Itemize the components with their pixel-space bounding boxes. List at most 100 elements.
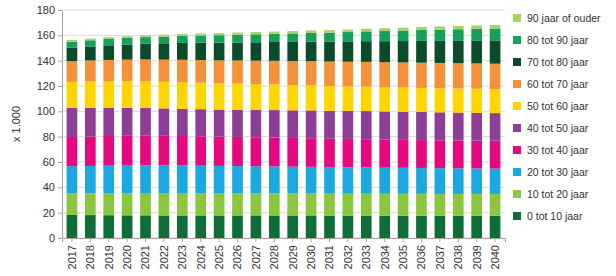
bar-segment	[122, 44, 133, 59]
bar-segment	[269, 42, 280, 61]
bar-segment	[85, 40, 96, 46]
tick-label: 2018	[84, 245, 96, 269]
tick-label: 80	[43, 131, 55, 143]
bar-segment	[306, 138, 317, 167]
tick-label: 140	[37, 55, 55, 67]
tick-mark	[58, 238, 62, 239]
tick-label: 2035	[397, 245, 409, 269]
tick-mark	[90, 238, 91, 242]
series	[67, 25, 501, 42]
bar-segment	[232, 193, 243, 215]
bar-segment	[416, 168, 427, 194]
bar-segment	[67, 166, 78, 193]
bar-segment	[361, 41, 372, 62]
tick-mark	[403, 238, 404, 242]
tick-mark	[182, 238, 183, 242]
bar-segment	[306, 167, 317, 194]
tick: 180	[37, 4, 62, 16]
legend-swatch	[513, 190, 521, 198]
bar-segment	[103, 39, 114, 45]
tick: 2019	[103, 238, 115, 269]
tick: 2036	[415, 238, 427, 269]
bar-segment	[67, 82, 78, 108]
legend-swatch	[513, 168, 521, 176]
bar-segment	[195, 36, 206, 43]
bar-segment	[490, 141, 501, 169]
legend-item: 40 tot 50 jaar	[513, 122, 589, 134]
tick-label: 2026	[231, 245, 243, 269]
bar-segment	[416, 216, 427, 238]
bar-segment	[471, 168, 482, 193]
bar-segment	[453, 113, 464, 141]
series	[67, 136, 501, 169]
bar-segment	[159, 37, 170, 44]
bar-segment	[195, 136, 206, 165]
legend-item: 20 tot 30 jaar	[513, 166, 589, 178]
legend-label: 90 jaar of ouder	[527, 12, 601, 24]
bar-segment	[85, 46, 96, 60]
y-axis-title: x 1.000	[10, 106, 22, 142]
tick-mark	[58, 162, 62, 163]
grid-line	[62, 10, 505, 11]
bar-segment	[177, 109, 188, 136]
bar-segment	[453, 168, 464, 194]
bar-segment	[435, 30, 446, 41]
bar-segment	[398, 28, 409, 31]
tick-mark	[311, 238, 312, 242]
x-axis: 2017201820192020202120222023202420252026…	[63, 238, 506, 269]
legend-swatch	[513, 124, 521, 132]
tick: 0	[49, 232, 62, 244]
bar-segment	[343, 216, 354, 238]
bar-segment	[269, 138, 280, 167]
bar-segment	[85, 166, 96, 193]
bar-segment	[306, 193, 317, 215]
bar-segment	[67, 48, 78, 61]
bar-segment	[85, 60, 96, 81]
bar-segment	[232, 166, 243, 193]
tick: 2038	[452, 238, 464, 269]
bar-segment	[306, 61, 317, 85]
bar-segment	[159, 136, 170, 166]
bar-segment	[287, 85, 298, 110]
tick-mark	[58, 187, 62, 188]
tick: 40	[43, 181, 62, 193]
bar-segment	[435, 168, 446, 194]
bar-segment	[103, 108, 114, 136]
bar-segment	[287, 167, 298, 194]
tick-mark	[384, 238, 385, 242]
bar-segment	[251, 193, 262, 215]
bar-segment	[361, 194, 372, 216]
bar-segment	[324, 86, 335, 111]
bar-segment	[490, 64, 501, 89]
tick-mark	[219, 238, 220, 242]
tick-label: 20	[43, 207, 55, 219]
bar-segment	[67, 137, 78, 166]
bar-segment	[85, 108, 96, 137]
bar-segment	[122, 36, 133, 38]
grid	[62, 10, 505, 238]
bar-segment	[140, 215, 151, 238]
bar-segment	[195, 34, 206, 36]
legend-swatch	[513, 102, 521, 110]
bar-segment	[379, 140, 390, 168]
bar-segment	[416, 88, 427, 112]
bar-segment	[140, 136, 151, 166]
bar-segment	[287, 110, 298, 138]
bar-segment	[214, 110, 225, 137]
bar-segment	[177, 193, 188, 215]
bar-segment	[122, 136, 133, 166]
tick: 2033	[360, 238, 372, 269]
bar-segment	[361, 62, 372, 87]
bar-segment	[471, 216, 482, 238]
bar-segment	[398, 194, 409, 216]
tick-mark	[108, 238, 109, 242]
tick-mark	[366, 238, 367, 242]
bar-segment	[453, 89, 464, 113]
tick-label: 2030	[305, 245, 317, 269]
tick-mark	[274, 238, 275, 242]
bar-segment	[343, 167, 354, 193]
tick-mark	[71, 238, 72, 242]
tick: 2039	[471, 238, 483, 269]
tick: 2026	[231, 238, 243, 269]
bar-segment	[232, 35, 243, 43]
